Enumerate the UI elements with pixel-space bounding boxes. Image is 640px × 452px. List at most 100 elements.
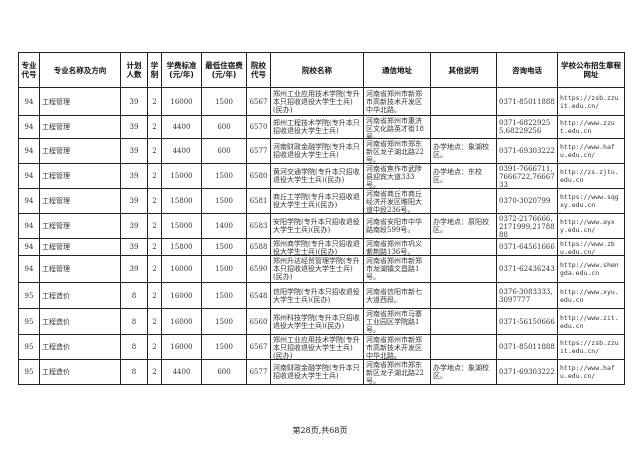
cell-notes	[430, 238, 497, 256]
cell-notes	[430, 334, 497, 360]
major-name-text: 工程造价	[42, 291, 70, 300]
charter-url-text: http://www.xyu.edu.cn	[560, 287, 619, 304]
table-row: 95 工程造价 8 2 16000 1500 6560 郑州科技学院(专升本只招收退役大学生士…	[18, 308, 625, 335]
dorm-fee-text: 600	[217, 123, 231, 131]
school-code-text: 6567	[249, 97, 268, 106]
table-row: 94 工程管理 39 2 4400 600 6577 河南财政金融学院(专升本只招收退役大学生…	[18, 138, 625, 164]
major-name-text: 工程管理	[42, 222, 70, 230]
cell-school-name: 信阳学院(专升本只招收退役大学生士兵)(民办)	[270, 282, 364, 309]
cell-major-name: 工程造价	[39, 334, 121, 360]
cell-duration: 2	[147, 282, 162, 309]
cell-major-name: 工程造价	[39, 282, 121, 309]
phone-text: 0372-2176666,2171999,2178888	[499, 214, 555, 238]
cell-duration: 2	[147, 255, 162, 283]
cell-charter-url: http://www.xyu.edu.cn	[557, 282, 625, 309]
major-code-text: 95	[24, 291, 34, 300]
major-code-text: 94	[24, 147, 34, 155]
dorm-fee-text: 1500	[215, 243, 233, 251]
phone-text: 0376-3083333,3097777	[499, 287, 553, 304]
tuition-text: 16000	[170, 343, 193, 351]
school-name-text: 黄河交通学院(专升本只招收退役大学生士兵)(民办)	[273, 168, 360, 184]
cell-major-code: 95	[18, 359, 40, 385]
phone-text: 0371-62436243	[499, 265, 555, 273]
page-number: 第28页,共68页	[292, 426, 348, 435]
cell-phone: 0376-3083333,3097777	[496, 282, 558, 309]
table-body: 94 工程管理 39 2 16000 1500 6567 郑州工业应用技术学院(专升本只招收退…	[18, 87, 625, 385]
major-code-text: 94	[24, 172, 34, 180]
school-code-text: 6580	[249, 172, 268, 180]
cell-major-code: 95	[18, 308, 40, 335]
header-school-code: 院校代号	[246, 52, 271, 88]
notes-text: 办学地点：象湖校区。	[433, 143, 489, 159]
table-row: 95 工程造价 8 2 16000 1500 6548 信阳学院(专升本只招收退役大学生士兵)…	[18, 282, 625, 309]
school-name-text: 安阳学院(专升本只招收退役大学生士兵)(民办)	[273, 218, 360, 234]
duration-text: 2	[152, 291, 157, 300]
header-duration: 学制	[147, 52, 162, 88]
cell-dorm-fee: 1500	[201, 308, 247, 335]
cell-major-name: 工程管理	[39, 188, 121, 214]
charter-url-text: http://www.hafu.edu.cn/	[560, 364, 615, 380]
cell-school-name: 河南财政金融学院(专升本只招收退役大学生士兵)	[270, 138, 364, 164]
cell-school-code: 6567	[246, 87, 271, 116]
duration-text: 2	[152, 265, 157, 273]
cell-tuition: 16000	[161, 255, 202, 283]
cell-tuition: 16000	[161, 308, 202, 335]
cell-phone: 0371-85011888	[496, 334, 558, 360]
cell-charter-url: http://www.zzut.edu.cn	[557, 115, 625, 139]
major-code-text: 95	[24, 368, 34, 376]
cell-plan-count: 39	[120, 255, 148, 283]
phone-text: 0370-3020799	[499, 197, 551, 205]
major-code-text: 94	[24, 97, 34, 106]
cell-duration: 2	[147, 188, 162, 214]
address-text: 河南省商丘市商丘经济开发区睢阳大道中段236号。	[366, 189, 422, 213]
cell-notes	[430, 115, 497, 139]
cell-major-code: 94	[18, 188, 40, 214]
cell-charter-url: http://www.ayxy.edu.cn/	[557, 213, 625, 239]
cell-address: 河南省郑州市马寨工业园区学院路1号。	[363, 308, 431, 335]
cell-school-name: 安阳学院(专升本只招收退役大学生士兵)(民办)	[270, 213, 364, 239]
school-code-text: 6581	[249, 197, 268, 205]
cell-plan-count: 39	[120, 87, 148, 116]
duration-text: 2	[152, 243, 157, 251]
tuition-text: 15800	[170, 243, 193, 251]
table-row: 94 工程管理 39 2 16000 1500 6590 郑州升达经贸管理学院(专升本只招收退…	[18, 255, 625, 283]
cell-plan-count: 8	[120, 359, 148, 385]
dorm-fee-text: 600	[217, 147, 231, 155]
cell-school-code: 6577	[246, 359, 271, 385]
cell-duration: 2	[147, 213, 162, 239]
cell-major-code: 94	[18, 115, 40, 139]
cell-tuition: 4400	[161, 115, 202, 139]
cell-major-name: 工程造价	[39, 359, 121, 385]
tuition-text: 15000	[170, 172, 193, 180]
address-text: 河南省郑州市郑东新区龙子湖北路22号。	[366, 360, 424, 384]
address-text: 河南省郑州市新郑市龙湖镇文昌路1号。	[366, 257, 422, 281]
cell-address: 河南省信阳市新七大道西段。	[363, 282, 431, 309]
tuition-text: 16000	[170, 291, 193, 300]
header-school-name: 院校名称	[270, 52, 364, 88]
header-phone: 咨询电话	[496, 52, 558, 88]
cell-school-name: 郑州商学院(专升本只招收退役大学生士兵)(民办)	[270, 238, 364, 256]
school-code-text: 6567	[249, 343, 268, 351]
dorm-fee-text: 1500	[215, 265, 233, 273]
school-name-text: 郑州科技学院(专升本只招收退役大学生士兵)(民办)	[273, 313, 360, 330]
cell-duration: 2	[147, 359, 162, 385]
cell-major-name: 工程造价	[39, 308, 121, 335]
cell-school-code: 6581	[246, 188, 271, 214]
charter-url-text: http://www.zit.edu.cn	[560, 313, 619, 330]
header-tuition: 学费标准(元/年)	[161, 52, 202, 88]
cell-charter-url: http://www.shengda.edu.cn	[557, 255, 625, 283]
school-name-text: 郑州商学院(专升本只招收退役大学生士兵)(民办)	[273, 239, 360, 255]
charter-url-text: http://www.zzut.edu.cn	[560, 119, 615, 135]
tuition-text: 16000	[170, 265, 193, 273]
cell-phone: 0371-68229255,68229256	[496, 115, 558, 139]
tuition-text: 16000	[170, 97, 193, 106]
school-name-text: 河南财政金融学院(专升本只招收退役大学生士兵)	[273, 143, 360, 159]
school-code-text: 6590	[249, 265, 268, 273]
cell-phone: 0371-64561666	[496, 238, 558, 256]
cell-dorm-fee: 1500	[201, 282, 247, 309]
cell-major-name: 工程管理	[39, 255, 121, 283]
cell-address: 河南省焦作市武陟县迎宾大道333号。	[363, 163, 431, 189]
cell-plan-count: 39	[120, 115, 148, 139]
cell-phone: 0372-2176666,2171999,2178888	[496, 213, 558, 239]
tuition-text: 16000	[170, 317, 193, 326]
